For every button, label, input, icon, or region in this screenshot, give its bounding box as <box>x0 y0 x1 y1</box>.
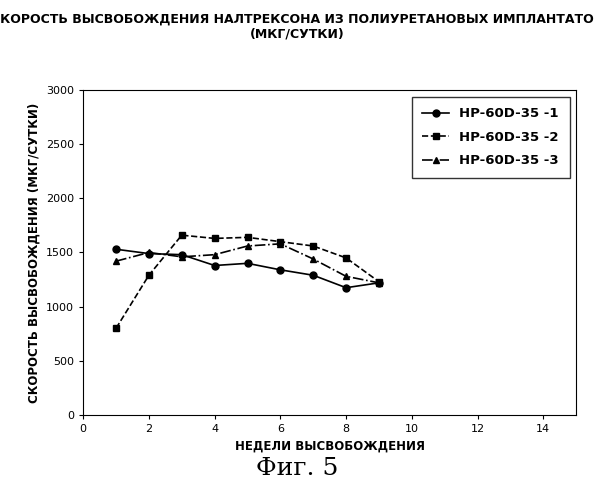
HP-60D-35 -2 <box>343 255 350 261</box>
HP-60D-35 -1 <box>343 284 350 290</box>
HP-60D-35 -2 <box>178 232 185 238</box>
X-axis label: НЕДЕЛИ ВЫСВОБОЖДЕНИЯ: НЕДЕЛИ ВЫСВОБОЖДЕНИЯ <box>235 440 425 452</box>
HP-60D-35 -3 <box>277 241 284 247</box>
HP-60D-35 -1 <box>146 250 153 256</box>
HP-60D-35 -1 <box>178 252 185 258</box>
HP-60D-35 -1 <box>375 280 383 286</box>
Line: HP-60D-35 -3: HP-60D-35 -3 <box>112 240 383 286</box>
Text: Фиг. 5: Фиг. 5 <box>256 457 338 480</box>
HP-60D-35 -1 <box>211 262 218 268</box>
HP-60D-35 -2 <box>244 234 251 240</box>
Y-axis label: СКОРОСТЬ ВЫСВОБОЖДЕНИЯ (МКГ/СУТКИ): СКОРОСТЬ ВЫСВОБОЖДЕНИЯ (МКГ/СУТКИ) <box>27 102 40 403</box>
HP-60D-35 -3 <box>178 254 185 260</box>
HP-60D-35 -1 <box>244 260 251 266</box>
HP-60D-35 -3 <box>375 280 383 286</box>
HP-60D-35 -1 <box>277 267 284 273</box>
Line: HP-60D-35 -2: HP-60D-35 -2 <box>112 232 383 332</box>
HP-60D-35 -2 <box>277 238 284 244</box>
HP-60D-35 -3 <box>343 274 350 280</box>
HP-60D-35 -3 <box>309 256 317 262</box>
Legend: HP-60D-35 -1, HP-60D-35 -2, HP-60D-35 -3: HP-60D-35 -1, HP-60D-35 -2, HP-60D-35 -3 <box>412 96 570 178</box>
HP-60D-35 -2 <box>309 243 317 249</box>
HP-60D-35 -2 <box>375 278 383 284</box>
HP-60D-35 -3 <box>211 252 218 258</box>
HP-60D-35 -3 <box>146 250 153 256</box>
HP-60D-35 -2 <box>112 326 119 332</box>
HP-60D-35 -2 <box>146 272 153 278</box>
Text: СКОРОСТЬ ВЫСВОБОЖДЕНИЯ НАЛТРЕКСОНА ИЗ ПОЛИУРЕТАНОВЫХ ИМПЛАНТАТОВ: СКОРОСТЬ ВЫСВОБОЖДЕНИЯ НАЛТРЕКСОНА ИЗ ПО… <box>0 12 594 26</box>
Text: (МКГ/СУТКИ): (МКГ/СУТКИ) <box>249 28 345 40</box>
Line: HP-60D-35 -1: HP-60D-35 -1 <box>112 246 383 291</box>
HP-60D-35 -1 <box>309 272 317 278</box>
HP-60D-35 -3 <box>112 258 119 264</box>
HP-60D-35 -3 <box>244 243 251 249</box>
HP-60D-35 -2 <box>211 236 218 242</box>
HP-60D-35 -1 <box>112 246 119 252</box>
